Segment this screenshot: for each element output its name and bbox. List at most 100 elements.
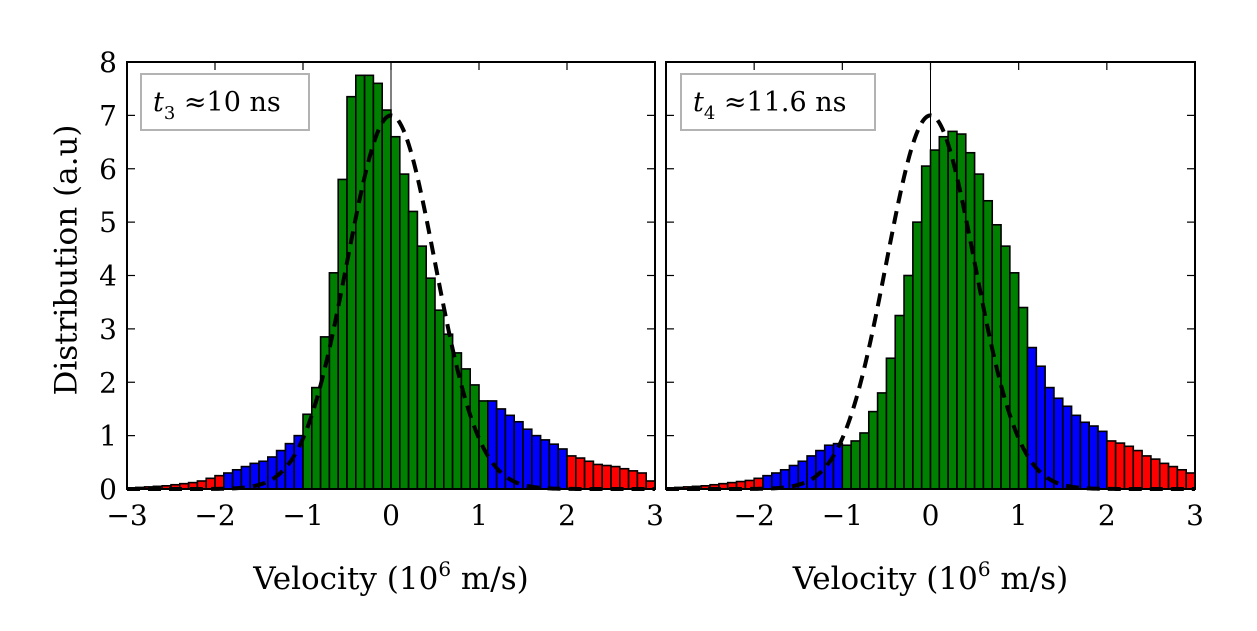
histogram-bar [390, 135, 401, 490]
x-tick-label: 1 [470, 499, 488, 532]
histogram-bar [859, 432, 870, 490]
histogram-bar [266, 456, 278, 490]
histogram-bar [806, 455, 817, 490]
histogram-bar [920, 165, 932, 490]
y-tick-label: 2 [99, 366, 117, 399]
histogram-bar [885, 357, 897, 490]
histogram-bar [354, 74, 366, 490]
histogram-bar [867, 410, 879, 490]
histogram-bar [566, 455, 577, 490]
histogram-bar [832, 442, 844, 490]
y-axis-label: Distribution (a.u) [49, 124, 85, 395]
histogram-bar [275, 449, 287, 490]
x-tick-label: 3 [1186, 499, 1204, 532]
histogram-bar [973, 173, 985, 490]
histogram-bar [912, 221, 923, 490]
y-tick-label: 0 [99, 473, 117, 506]
histogram-bar [938, 135, 949, 490]
histogram-bar [398, 173, 410, 490]
histogram-bar [1088, 425, 1099, 490]
time-annotation-box [680, 73, 876, 131]
histogram-bar [903, 274, 914, 490]
x-tick-label: 3 [646, 499, 664, 532]
y-tick-label: 1 [99, 420, 117, 453]
histogram-bar [1017, 306, 1029, 490]
histogram-bar [1114, 442, 1126, 490]
histogram-bar [1158, 462, 1170, 490]
histogram-bar [1176, 468, 1187, 490]
panel-right: −2 −1 0 1 2 3 Velocity (106 m/s) t4 ≈11.6 ns [665, 61, 1204, 597]
y-tick-label: 8 [99, 46, 117, 79]
histogram-bar [894, 314, 905, 490]
histogram-bar [636, 472, 648, 490]
histogram-bar [1061, 405, 1073, 490]
histogram-bar [841, 444, 852, 490]
histogram-bar [284, 442, 295, 490]
histogram-bar [1132, 449, 1143, 490]
histogram-bar [592, 463, 604, 490]
histogram-bar [486, 400, 498, 490]
histogram-bar [618, 467, 630, 490]
histogram-bar [601, 464, 612, 490]
x-tick-label: 0 [922, 499, 940, 532]
histogram-bar [762, 474, 773, 490]
y-tick-label: 5 [99, 206, 117, 239]
x-tick-label: −1 [822, 499, 863, 532]
histogram-bar [815, 449, 826, 490]
histogram-bar [627, 470, 639, 490]
x-tick-label: 2 [558, 499, 576, 532]
histogram-bar [1167, 465, 1179, 490]
histogram-bar [574, 457, 586, 490]
x-tick-label: 1 [1010, 499, 1028, 532]
histogram-bar [876, 392, 888, 490]
x-axis-label: Velocity (106 m/s) [252, 557, 529, 597]
histogram-bar [947, 130, 958, 490]
time-annotation: t4 ≈11.6 ns [693, 87, 846, 124]
histogram-bar [513, 420, 524, 490]
histogram-bar [1097, 430, 1108, 490]
histogram-bar [964, 151, 976, 490]
panel-left: −3 −2 −1 0 1 2 3 0 1 2 3 4 5 6 7 8 Velocity (106 m/s) t3 … [99, 46, 664, 597]
x-tick-label: −1 [282, 499, 323, 532]
histogram-bar [850, 440, 861, 490]
histogram-bar [1070, 414, 1082, 490]
x-tick-label: −3 [106, 499, 147, 532]
histogram-bar [363, 74, 375, 490]
y-tick-label: 3 [99, 313, 117, 346]
x-tick-label: 0 [382, 499, 400, 532]
histogram-bar [1079, 421, 1091, 490]
histogram-bar [1123, 445, 1135, 490]
time-annotation: t3 ≈10 ns [153, 87, 281, 124]
histogram-bar [442, 333, 454, 490]
histogram-bar [530, 434, 542, 490]
histogram-bar [1000, 245, 1011, 490]
histogram-bar [1009, 272, 1020, 490]
y-tick-label: 7 [99, 99, 117, 132]
histogram-bar [407, 210, 419, 490]
histogram-bar [929, 149, 941, 490]
x-axis-label: Velocity (106 m/s) [792, 557, 1069, 597]
x-tick-label: 2 [1098, 499, 1116, 532]
histogram-bar [495, 408, 507, 490]
histogram-bar [1150, 458, 1161, 490]
histogram-bar [223, 472, 234, 490]
histogram-bar [434, 309, 445, 490]
histogram-bar [425, 277, 436, 490]
histogram-bar [1185, 472, 1196, 490]
histogram-bar [1044, 386, 1055, 490]
x-tick-label: −2 [734, 499, 775, 532]
histogram-bar [381, 109, 392, 490]
histogram-bar [557, 448, 568, 490]
histogram-bar [337, 178, 348, 490]
histogram-bar [1053, 397, 1064, 490]
y-tick-label: 4 [99, 260, 117, 293]
y-tick-label: 6 [99, 153, 117, 186]
histogram-bar [548, 443, 560, 490]
histogram-bar [416, 245, 427, 490]
histogram-bar [1141, 455, 1152, 490]
time-annotation-box [140, 73, 310, 131]
histogram-bar [610, 465, 621, 490]
x-tick-label: −2 [194, 499, 235, 532]
